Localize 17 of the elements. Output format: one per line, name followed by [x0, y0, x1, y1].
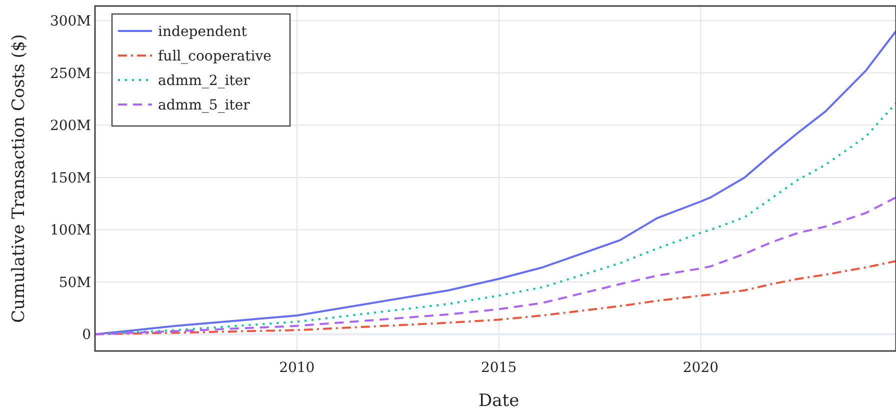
- line-series: [94, 196, 896, 336]
- y-tick-label: 200M: [50, 118, 91, 134]
- x-tick-label: 2015: [480, 360, 517, 376]
- y-tick-label: 0: [82, 327, 91, 344]
- legend-label: independent: [158, 24, 248, 40]
- legend-label: admm_5_iter: [158, 97, 250, 114]
- y-tick-label: 250M: [50, 66, 91, 82]
- y-tick-label: 150M: [50, 170, 91, 186]
- y-tick-label: 300M: [50, 14, 91, 30]
- legend-label: full_cooperative: [158, 48, 272, 64]
- legend-label: admm_2_iter: [158, 72, 250, 89]
- y-tick-label: 50M: [58, 274, 91, 291]
- x-tick-label: 2010: [279, 360, 315, 376]
- x-tick-label: 2020: [682, 360, 719, 376]
- y-axis-title: Cumulative Transaction Costs ($): [9, 34, 29, 323]
- y-tick-label: 100M: [50, 222, 91, 239]
- x-axis-title: Date: [478, 391, 520, 411]
